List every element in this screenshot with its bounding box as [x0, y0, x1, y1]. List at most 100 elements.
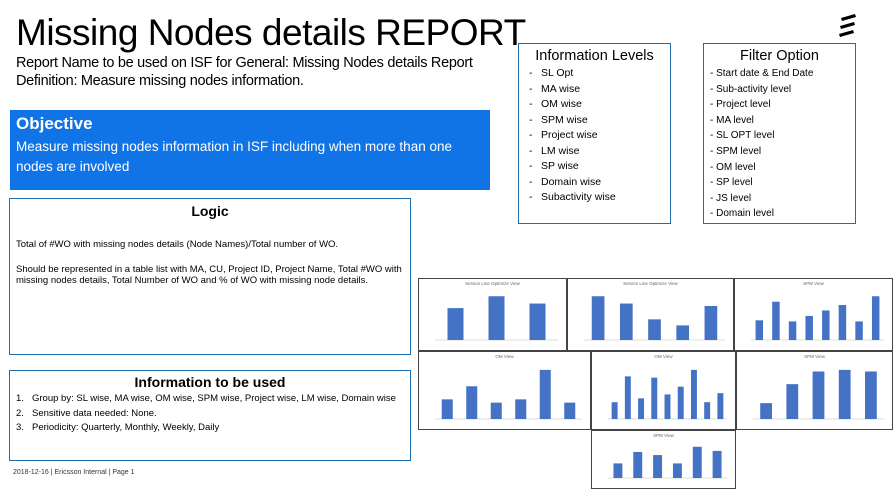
report-definition: Definition: Measure missing nodes inform… — [16, 73, 304, 89]
bar-chart: OM View — [435, 354, 582, 420]
list-item: - Start date & End Date — [710, 68, 814, 79]
chart-bar — [447, 308, 464, 340]
chart-bar — [488, 296, 505, 340]
chart-bar — [564, 402, 576, 419]
list-item: - Project wise — [529, 129, 598, 141]
chart-bar — [690, 369, 697, 419]
bar-chart: SPM View — [751, 281, 884, 341]
chart-title: OM View — [654, 354, 673, 359]
list-item: - Subactivity wise — [529, 191, 616, 203]
objective-panel: Objective Measure missing nodes informat… — [10, 110, 490, 190]
list-item: - MA wise — [529, 82, 581, 95]
chart-bar — [672, 463, 682, 478]
chart-bar — [712, 450, 722, 478]
information-levels-list: - SL Opt - MA wise - OM wise - SPM wise - Pro… — [525, 66, 664, 206]
information-levels-heading: Information Levels — [535, 48, 654, 64]
list-item: 1. Group by: SL wise, MA wise, OM wise, S… — [16, 393, 396, 404]
logic-heading: Logic — [191, 203, 229, 219]
chart-panel: Service Line Optimize View — [567, 278, 734, 351]
page-title: Missing Nodes details REPORT — [16, 12, 526, 53]
chart-panel: Service Line Optimize View — [418, 278, 567, 351]
chart-bar — [490, 402, 502, 419]
ericsson-logo-icon — [838, 14, 860, 38]
chart-bar — [704, 305, 718, 340]
chart-bar — [539, 369, 551, 419]
chart-bar — [871, 296, 880, 340]
list-item: - Domain level — [710, 208, 774, 220]
chart-bar — [676, 325, 690, 340]
chart-bar — [664, 394, 671, 419]
chart-panel: SPM View — [736, 351, 893, 430]
objective-text: Measure missing nodes information in ISF… — [16, 139, 452, 174]
chart-bar — [611, 402, 618, 419]
list-item: 2. Sensitive data needed: None. — [16, 407, 157, 419]
chart-title: SPM View — [653, 433, 674, 438]
chart-bar — [648, 319, 661, 340]
footer: 2018-12-16 | Ericsson Internal | Page 1 — [13, 469, 135, 476]
chart-panel: OM View — [418, 351, 591, 430]
chart-bar — [812, 371, 825, 419]
list-item: - SP wise — [529, 160, 579, 172]
list-item: - SPM level — [710, 145, 762, 157]
filter-option-list: - Start date & End Date - Sub-activity l… — [710, 66, 849, 222]
list-item: - SP level — [710, 177, 753, 189]
list-item: - JS level — [710, 192, 752, 204]
chart-bar — [653, 455, 663, 478]
bar-chart: Service Line Optimize View — [435, 281, 558, 341]
chart-bar — [441, 399, 453, 419]
list-item: - Domain wise — [529, 175, 602, 188]
chart-bar — [855, 321, 863, 340]
information-levels-panel: Information Levels - SL Opt - MA wise - OM … — [518, 43, 671, 224]
chart-bar — [704, 402, 711, 419]
chart-panel: SPM View — [734, 278, 893, 351]
logic-representation: Should be represented in a table list wi… — [16, 263, 402, 287]
list-item: - LM wise — [529, 144, 580, 157]
chart-bar — [613, 463, 623, 478]
chart-bar — [755, 320, 764, 340]
chart-bar — [838, 305, 847, 340]
info-used-panel: Information to be used 1. Group by: SL wi… — [9, 370, 411, 461]
chart-bar — [838, 369, 851, 419]
list-item: - Sub-activity level — [710, 83, 792, 95]
list-item: - MA level — [710, 114, 754, 126]
report-name: Report Name to be used on ISF for Genera… — [16, 55, 473, 71]
logic-formula: Total of #WO with missing nodes details … — [16, 239, 339, 250]
chart-bar — [591, 296, 605, 340]
chart-bar — [633, 451, 643, 478]
filter-option-panel: Filter Option - Start date & End Date - … — [703, 43, 856, 224]
chart-bar — [529, 303, 546, 340]
chart-title: OM View — [495, 354, 514, 359]
chart-bar — [865, 371, 877, 419]
chart-title: SPM View — [804, 354, 825, 359]
bar-chart: SPM View — [753, 354, 884, 420]
chart-bar — [651, 377, 658, 419]
chart-bar — [772, 301, 780, 340]
info-used-heading: Information to be used — [134, 374, 286, 390]
chart-bar — [692, 446, 702, 478]
chart-bar — [822, 310, 830, 340]
chart-panel: SPM View — [591, 430, 736, 489]
chart-bar — [805, 315, 813, 340]
chart-bar — [677, 386, 684, 419]
bar-chart: Service Line Optimize View — [584, 281, 725, 341]
list-item: - OM level — [710, 161, 756, 173]
chart-bar — [619, 303, 633, 340]
chart-bar — [788, 321, 797, 340]
bar-chart: SPM View — [608, 433, 727, 479]
list-item: - Project level — [710, 99, 771, 111]
logic-panel: Logic Total of #WO with missing nodes de… — [9, 198, 411, 355]
chart-bar — [717, 393, 724, 419]
list-item: - SL Opt — [529, 67, 574, 79]
chart-title: Service Line Optimize View — [465, 281, 520, 286]
chart-bar — [466, 386, 478, 419]
list-item: - OM wise — [529, 98, 582, 110]
chart-bar — [638, 398, 645, 419]
chart-panel: OM View — [591, 351, 736, 430]
chart-title: SPM View — [803, 281, 824, 286]
chart-bar — [786, 384, 799, 419]
list-item: - SL OPT level — [710, 130, 775, 142]
objective-heading: Objective — [16, 114, 93, 133]
chart-bar — [760, 403, 772, 419]
list-item: 3. Periodicity: Quarterly, Monthly, Weekl… — [16, 422, 220, 433]
chart-title: Service Line Optimize View — [623, 281, 678, 286]
